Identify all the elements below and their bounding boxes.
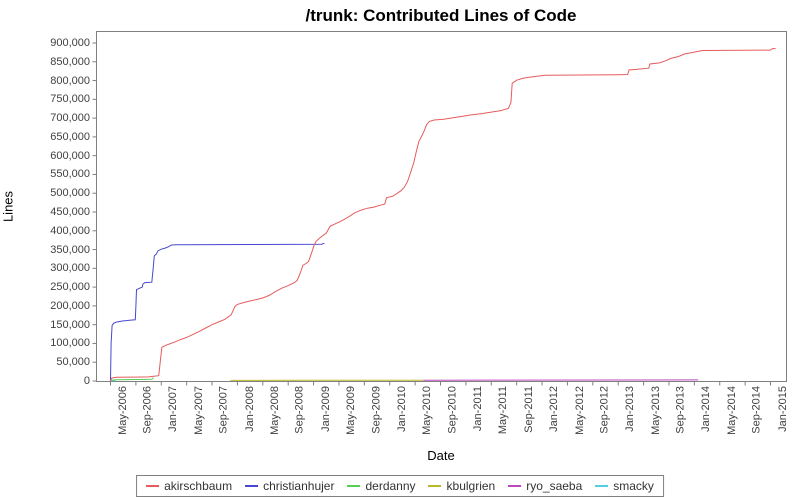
x-tick-label: Sep-2006: [141, 386, 154, 434]
legend-item-smacky: smacky: [595, 479, 654, 493]
x-tick-label: Jan-2008: [243, 386, 256, 432]
y-tick-label: 550,000: [50, 168, 90, 181]
x-tick-label: Jan-2013: [624, 386, 637, 432]
x-tick-label: May-2006: [116, 386, 129, 435]
legend-label: christianhujer: [263, 479, 335, 493]
x-tick-label: May-2013: [649, 386, 662, 435]
series-line-derdanny: [111, 377, 154, 381]
legend-swatch-kbulgrien: [428, 485, 442, 487]
x-tick-label: Sep-2007: [218, 386, 231, 434]
y-tick-label: 750,000: [50, 93, 90, 106]
y-tick-label: 100,000: [50, 337, 90, 350]
legend-item-derdanny: derdanny: [347, 479, 416, 493]
x-tick-label: Jan-2007: [167, 386, 180, 432]
legend-item-kbulgrien: kbulgrien: [428, 479, 496, 493]
legend: akirschbaum christianhujer derdanny kbulgri…: [136, 475, 664, 497]
x-tick-label: Jan-2012: [548, 386, 561, 432]
legend-label: ryo_saeba: [526, 479, 583, 493]
y-tick-label: 350,000: [50, 243, 90, 256]
y-tick-label: 450,000: [50, 206, 90, 218]
legend-item-christianhujer: christianhujer: [245, 479, 334, 493]
x-tick-label: May-2010: [421, 386, 434, 435]
x-tick-label: Jan-2009: [319, 386, 332, 432]
y-tick-label: 700,000: [50, 112, 90, 125]
x-tick-label: Sep-2010: [446, 386, 459, 434]
legend-label: smacky: [613, 479, 654, 493]
legend-item-akirschbaum: akirschbaum: [146, 479, 232, 493]
legend-item-ryo_saeba: ryo_saeba: [508, 479, 582, 493]
legend-swatch-christianhujer: [245, 485, 259, 487]
y-tick-label: 50,000: [56, 356, 90, 369]
x-tick-label: May-2014: [725, 386, 738, 435]
y-tick-label: 500,000: [50, 187, 90, 200]
y-tick-label: 600,000: [50, 149, 90, 162]
y-tick-label: 150,000: [50, 318, 90, 331]
x-tick-label: Jan-2014: [700, 386, 713, 432]
x-tick-label: Jan-2015: [776, 386, 789, 432]
y-tick-label: 400,000: [50, 224, 90, 237]
x-tick-label: May-2007: [192, 386, 205, 435]
x-tick-label: Sep-2012: [598, 386, 611, 434]
x-tick-label: Sep-2013: [674, 386, 687, 434]
legend-swatch-derdanny: [347, 485, 361, 487]
plot-border: [96, 31, 787, 382]
y-tick-label: 200,000: [50, 299, 90, 312]
y-tick-label: 900,000: [50, 37, 90, 49]
x-tick-label: Sep-2014: [751, 386, 764, 434]
x-tick-label: Sep-2008: [294, 386, 307, 434]
x-tick-label: Sep-2011: [522, 386, 535, 433]
x-tick-label: May-2012: [573, 386, 586, 435]
x-tick-label: Jan-2010: [395, 386, 408, 432]
legend-swatch-akirschbaum: [146, 485, 160, 487]
y-tick-label: 850,000: [50, 55, 90, 68]
legend-label: derdanny: [365, 479, 416, 493]
y-tick-label: 0: [83, 375, 90, 387]
y-tick-label: 250,000: [50, 281, 90, 294]
x-tick-label: May-2009: [344, 386, 357, 435]
legend-swatch-ryo_saeba: [508, 485, 522, 487]
x-tick-label: Jan-2011: [471, 386, 484, 432]
x-tick-label: May-2008: [268, 386, 281, 435]
x-tick-label: Sep-2009: [370, 386, 383, 434]
y-tick-label: 650,000: [50, 130, 90, 143]
legend-label: kbulgrien: [446, 479, 496, 493]
y-tick-label: 800,000: [50, 74, 90, 87]
chart-title: /trunk: Contributed Lines of Code: [305, 6, 577, 25]
legend-swatch-smacky: [595, 485, 609, 487]
series-line-christianhujer: [110, 243, 325, 382]
y-tick-label: 300,000: [50, 262, 90, 275]
legend-label: akirschbaum: [164, 479, 233, 493]
x-tick-label: May-2011: [497, 386, 510, 435]
series-line-akirschbaum: [110, 48, 776, 382]
x-axis-title: Date: [427, 448, 455, 463]
